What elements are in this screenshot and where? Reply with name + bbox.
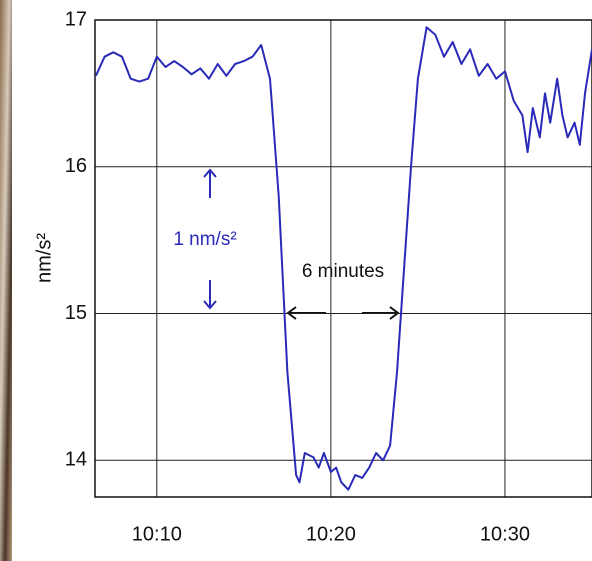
x-tick-label: 10:20: [306, 523, 356, 545]
y-tick-label: 17: [65, 8, 87, 30]
y-tick-label: 15: [65, 302, 87, 324]
x-tick-label: 10:30: [480, 523, 530, 545]
y-axis-label: nm/s²: [33, 233, 55, 283]
y-tick-label: 14: [65, 449, 87, 471]
duration-arrows: [286, 306, 400, 320]
plot-frame: [94, 19, 592, 498]
scale-arrows: [203, 168, 217, 310]
photo-strip: [0, 0, 12, 561]
x-tick-label: 10:10: [132, 523, 182, 545]
y-tick-label: 16: [65, 155, 87, 177]
annotation: 6 minutes: [302, 261, 384, 282]
data-line: [94, 26, 592, 491]
annotation: 1 nm/s²: [173, 229, 236, 250]
